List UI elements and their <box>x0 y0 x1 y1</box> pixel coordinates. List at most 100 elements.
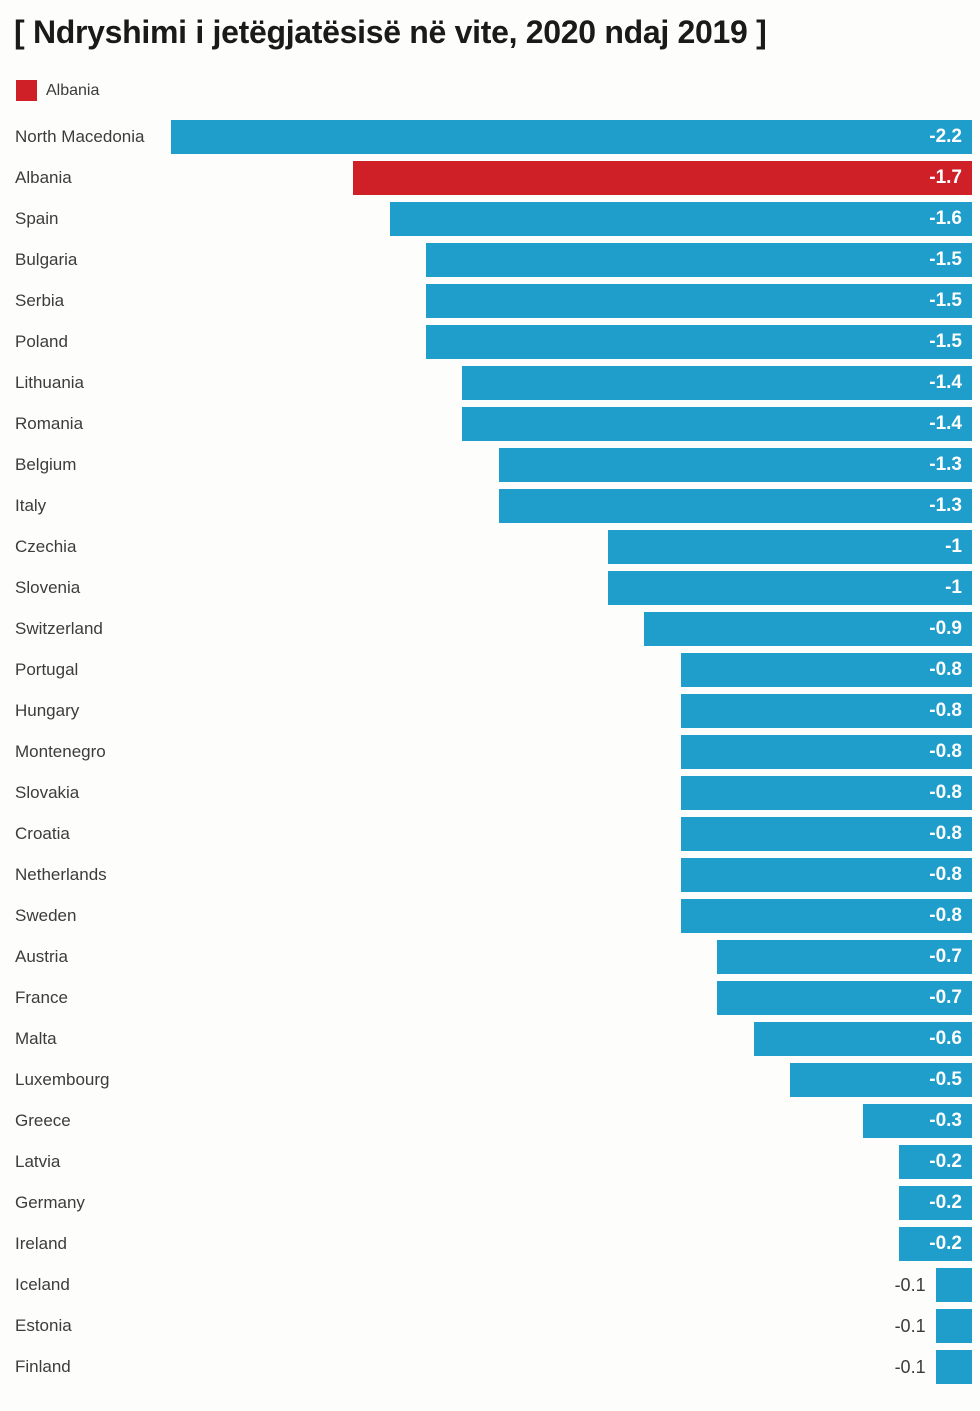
chart-row: Malta -0.6 <box>0 1022 980 1063</box>
chart-row: Serbia -1.5 <box>0 284 980 325</box>
bar[interactable] <box>935 1309 972 1343</box>
bar-value-label: -0.8 <box>929 782 962 803</box>
bar-area: -0.8 <box>0 735 980 769</box>
bar-area: -0.2 <box>0 1186 980 1220</box>
bar[interactable] <box>644 612 972 646</box>
bar-value-label: -0.8 <box>929 864 962 885</box>
bar-area: -0.2 <box>0 1145 980 1179</box>
bar-value-label: -1.3 <box>929 454 962 475</box>
bar-area: -0.8 <box>0 817 980 851</box>
bar[interactable] <box>899 1227 972 1261</box>
bar-area: -1 <box>0 571 980 605</box>
bar[interactable] <box>498 448 972 482</box>
bar[interactable] <box>498 489 972 523</box>
chart-row: Iceland -0.1 <box>0 1268 980 1309</box>
category-label: Albania <box>15 168 72 187</box>
chart-row: Poland -1.5 <box>0 325 980 366</box>
category-label: Belgium <box>15 455 77 474</box>
bar-area: -1 <box>0 530 980 564</box>
bar[interactable] <box>717 981 972 1015</box>
bar-value-label: -1 <box>945 536 962 557</box>
bar-value-label: -0.1 <box>894 1316 926 1336</box>
bar-value-label: -1.3 <box>929 495 962 516</box>
category-label: Croatia <box>15 824 70 843</box>
bar[interactable] <box>171 120 972 154</box>
category-label: Germany <box>15 1193 85 1212</box>
bar-area: -1.7 <box>0 161 980 195</box>
chart-row: Montenegro -0.8 <box>0 735 980 776</box>
bar[interactable] <box>717 940 972 974</box>
legend: Albania <box>16 80 99 101</box>
bar[interactable] <box>753 1022 972 1056</box>
bar[interactable] <box>462 366 972 400</box>
bar-value-label: -1.5 <box>929 331 962 352</box>
chart-row: Slovenia -1 <box>0 571 980 612</box>
category-label: Lithuania <box>15 373 85 392</box>
bar-value-label: -1.4 <box>929 413 962 434</box>
category-label: France <box>15 988 68 1007</box>
bar[interactable] <box>935 1350 972 1384</box>
bar-area: -2.2 <box>0 120 980 154</box>
bar-area: -0.1 <box>0 1309 980 1343</box>
chart-row: Latvia -0.2 <box>0 1145 980 1186</box>
bar[interactable] <box>680 858 972 892</box>
bar[interactable] <box>899 1186 972 1220</box>
category-label: Malta <box>15 1029 57 1048</box>
bar-value-label: -0.9 <box>929 618 962 639</box>
bar[interactable] <box>426 284 972 318</box>
bar-value-label: -0.1 <box>894 1275 926 1295</box>
bar[interactable] <box>680 776 972 810</box>
bar[interactable] <box>680 735 972 769</box>
legend-swatch-albania <box>16 80 37 101</box>
bar-value-label: -1.7 <box>929 167 962 188</box>
bar[interactable] <box>426 243 972 277</box>
bar-value-label: -1.6 <box>929 208 962 229</box>
bar-area: -0.2 <box>0 1227 980 1261</box>
category-label: Serbia <box>15 291 65 310</box>
chart-row: Estonia -0.1 <box>0 1309 980 1350</box>
bar[interactable] <box>680 899 972 933</box>
bar-value-label: -0.8 <box>929 659 962 680</box>
bar-area: -0.7 <box>0 981 980 1015</box>
bar-area: -1.5 <box>0 243 980 277</box>
bar-area: -0.3 <box>0 1104 980 1138</box>
chart-row: Albania -1.7 <box>0 161 980 202</box>
category-label: Portugal <box>15 660 79 679</box>
bar[interactable] <box>680 694 972 728</box>
chart-row: Portugal -0.8 <box>0 653 980 694</box>
chart-row: Austria -0.7 <box>0 940 980 981</box>
bar[interactable] <box>608 571 972 605</box>
bar-highlight[interactable] <box>353 161 972 195</box>
legend-label-albania: Albania <box>46 81 100 99</box>
chart-row: Greece -0.3 <box>0 1104 980 1145</box>
bar[interactable] <box>426 325 972 359</box>
bar[interactable] <box>935 1268 972 1302</box>
bar[interactable] <box>790 1063 972 1097</box>
bar[interactable] <box>862 1104 972 1138</box>
chart-row: Czechia -1 <box>0 530 980 571</box>
category-label: Sweden <box>15 906 77 925</box>
bar[interactable] <box>680 653 972 687</box>
bar[interactable] <box>389 202 972 236</box>
bar-area: -1.5 <box>0 325 980 359</box>
bar-area: -0.8 <box>0 776 980 810</box>
chart-row: Ireland -0.2 <box>0 1227 980 1268</box>
bar[interactable] <box>680 817 972 851</box>
chart-row: Italy -1.3 <box>0 489 980 530</box>
bar-area: -0.8 <box>0 653 980 687</box>
bar-chart: North Macedonia -2.2 Albania -1.7 Spain -1.6 B… <box>0 120 980 1391</box>
bar-area: -1.4 <box>0 407 980 441</box>
bar-value-label: -0.8 <box>929 905 962 926</box>
bar-value-label: -0.7 <box>929 987 962 1008</box>
bar-value-label: -0.8 <box>929 700 962 721</box>
category-label: Switzerland <box>15 619 103 638</box>
category-label: Iceland <box>15 1275 70 1294</box>
bar[interactable] <box>608 530 972 564</box>
chart-row: Hungary -0.8 <box>0 694 980 735</box>
chart-row: Germany -0.2 <box>0 1186 980 1227</box>
bar[interactable] <box>899 1145 972 1179</box>
category-label: Czechia <box>15 537 77 556</box>
category-label: Hungary <box>15 701 80 720</box>
bar[interactable] <box>462 407 972 441</box>
